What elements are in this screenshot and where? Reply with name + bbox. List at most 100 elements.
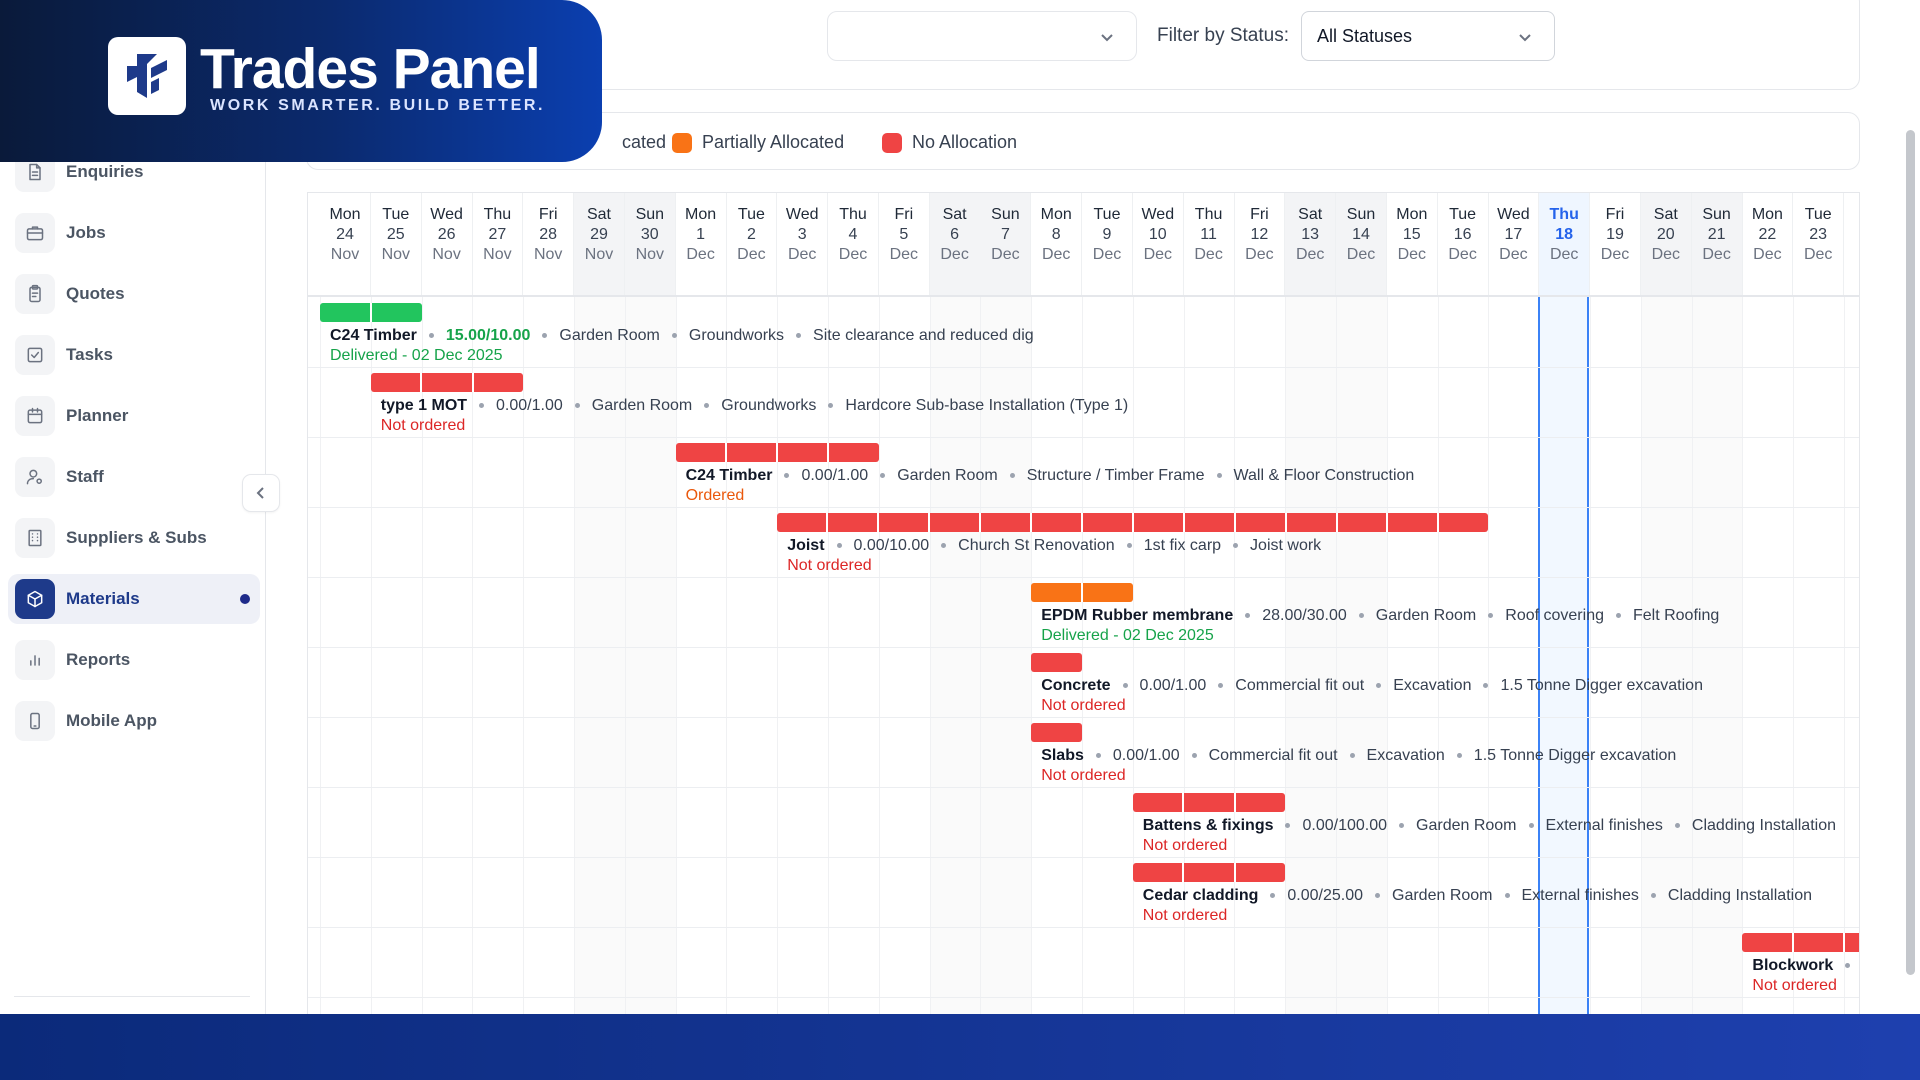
- sidebar-item-label: Mobile App: [66, 711, 157, 730]
- collapse-sidebar-button[interactable]: [242, 474, 280, 512]
- filter-select[interactable]: [827, 11, 1137, 61]
- bar-segment: [980, 513, 1032, 532]
- weekend-column: [624, 297, 676, 1014]
- sidebar-item-reports[interactable]: Reports: [8, 635, 260, 685]
- material-allocation-bar[interactable]: [1132, 793, 1286, 812]
- legend-swatch: [882, 132, 902, 153]
- sidebar-item-materials[interactable]: Materials: [8, 574, 260, 624]
- sidebar-item-jobs[interactable]: Jobs: [8, 208, 260, 258]
- date-month: Nov: [483, 246, 512, 263]
- date-month: Nov: [635, 246, 665, 263]
- bar-segment: [1742, 933, 1794, 952]
- sidebar-item-quotes[interactable]: Quotes: [8, 269, 260, 319]
- legend-item: No Allocation: [882, 132, 1017, 153]
- material-project: Church St Renovation: [958, 537, 1115, 554]
- date-day: 14: [1352, 226, 1370, 243]
- bar-segment: [1235, 863, 1286, 882]
- material-allocation-bar[interactable]: [1031, 583, 1133, 602]
- separator-dot: [836, 543, 842, 549]
- material-qty: 0.00/1.00: [801, 467, 869, 484]
- date-column: Mon 8 Dec: [1031, 193, 1083, 295]
- date-weekday: Fri: [1605, 206, 1625, 223]
- bar-segment: [1184, 863, 1236, 882]
- date-day: 16: [1453, 226, 1472, 243]
- sidebar-item-suppliers-subs[interactable]: Suppliers & Subs: [8, 513, 260, 563]
- separator-dot: [1504, 893, 1510, 899]
- material-allocation-bar[interactable]: [320, 303, 422, 322]
- date-month: Dec: [1041, 246, 1071, 263]
- date-month: Dec: [1702, 246, 1731, 263]
- grid-column-line: [1386, 297, 1388, 1014]
- date-column: Mon 24 Nov: [320, 193, 371, 295]
- grid-column-line: [878, 297, 880, 1014]
- date-weekday: Sat: [586, 206, 611, 223]
- date-weekday: Mon: [1040, 206, 1072, 223]
- material-allocation-bar[interactable]: [1742, 933, 1859, 952]
- material-allocation-bar[interactable]: [1031, 653, 1082, 672]
- material-item-details[interactable]: C24 Timber 0.00/1.00 Garden Room Structure …: [686, 467, 1415, 485]
- material-stage: External finishes: [1521, 887, 1639, 904]
- row-divider: [308, 717, 1859, 718]
- material-allocation-bar[interactable]: [675, 443, 879, 462]
- vertical-scrollbar[interactable]: [1906, 130, 1915, 975]
- separator-dot: [1358, 613, 1364, 619]
- date-weekday: Tue: [1093, 206, 1121, 223]
- date-month: Dec: [1092, 246, 1122, 263]
- grid-column-line: [370, 297, 372, 1014]
- date-header: Mon 24 Nov Tue 25 Nov Wed 26 Nov Thu 27 Nov Fri 28 Nov…: [308, 193, 1859, 297]
- date-column: Tue 16 Dec: [1438, 193, 1489, 295]
- material-allocation-bar[interactable]: [370, 373, 524, 392]
- material-allocation-bar[interactable]: [1132, 863, 1286, 882]
- material-qty: 0.00/10.00: [853, 537, 930, 554]
- material-item-details[interactable]: Battens & fixings 0.00/100.00 Garden Room E…: [1143, 817, 1836, 835]
- sidebar-item-mobile-app[interactable]: Mobile App: [8, 696, 260, 746]
- material-allocation-bar[interactable]: [777, 513, 1489, 532]
- material-item-details[interactable]: Blockwork: [1752, 957, 1859, 975]
- material-item-details[interactable]: Concrete 0.00/1.00 Commercial fit out Excav…: [1041, 677, 1703, 695]
- date-column: Wed 10 Dec: [1133, 193, 1184, 295]
- material-item-details[interactable]: Slabs 0.00/1.00 Commercial fit out Excavati…: [1041, 747, 1676, 765]
- date-day: 10: [1148, 226, 1167, 243]
- date-day: 18: [1555, 226, 1574, 243]
- briefcase-icon: [15, 213, 55, 253]
- material-item-details[interactable]: EPDM Rubber membrane 28.00/30.00 Garden Ro…: [1041, 607, 1719, 625]
- material-project: Garden Room: [1375, 607, 1477, 624]
- chevron-down-icon: [1518, 30, 1532, 44]
- status-filter-select[interactable]: All Statuses: [1301, 11, 1555, 61]
- material-item-details[interactable]: Cedar cladding 0.00/25.00 Garden Room Exter…: [1143, 887, 1812, 905]
- material-item-details[interactable]: C24 Timber 15.00/10.00 Garden Room Groundwo…: [330, 327, 1034, 345]
- date-column: Mon 22 Dec: [1742, 193, 1794, 295]
- bar-segment: [1133, 513, 1185, 532]
- clipboard-icon: [15, 274, 55, 314]
- sidebar-item-label: Quotes: [66, 284, 125, 303]
- date-column: Wed 17 Dec: [1488, 193, 1540, 295]
- material-item-details[interactable]: Joist 0.00/10.00 Church St Renovation 1st f…: [787, 537, 1321, 555]
- date-day: 29: [590, 226, 608, 243]
- material-stage: 1st fix carp: [1143, 537, 1222, 554]
- date-day: 8: [1051, 226, 1061, 243]
- material-qty: 0.00/1.00: [496, 397, 563, 414]
- bar-segment: [1031, 513, 1083, 532]
- date-day: 21: [1707, 226, 1726, 243]
- sidebar-item-staff[interactable]: Staff: [8, 452, 260, 502]
- date-day: 12: [1250, 226, 1269, 243]
- date-day: 27: [488, 226, 507, 243]
- separator-dot: [1399, 823, 1405, 829]
- material-task: 1.5 Tonne Digger excavation: [1500, 677, 1703, 694]
- material-project: Commercial fit out: [1235, 677, 1365, 694]
- material-allocation-bar[interactable]: [1031, 723, 1082, 742]
- sidebar-item-label: Jobs: [66, 223, 106, 242]
- grid-column-line: [980, 297, 982, 1014]
- status-filter-label: Filter by Status:: [1157, 25, 1289, 46]
- grid-column-line: [320, 297, 321, 1014]
- bar-segment: [370, 373, 423, 392]
- bar-segment: [675, 443, 727, 462]
- material-item-details[interactable]: type 1 MOT 0.00/1.00 Garden Room Groundwork…: [381, 397, 1128, 415]
- separator-dot: [1126, 543, 1132, 549]
- date-column: Fri 12 Dec: [1234, 193, 1286, 295]
- date-month: Nov: [584, 246, 614, 263]
- date-column: Sat 13 Dec: [1285, 193, 1337, 295]
- grid-column-line: [1234, 297, 1236, 1014]
- sidebar-item-planner[interactable]: Planner: [8, 391, 260, 441]
- sidebar-item-tasks[interactable]: Tasks: [8, 330, 260, 380]
